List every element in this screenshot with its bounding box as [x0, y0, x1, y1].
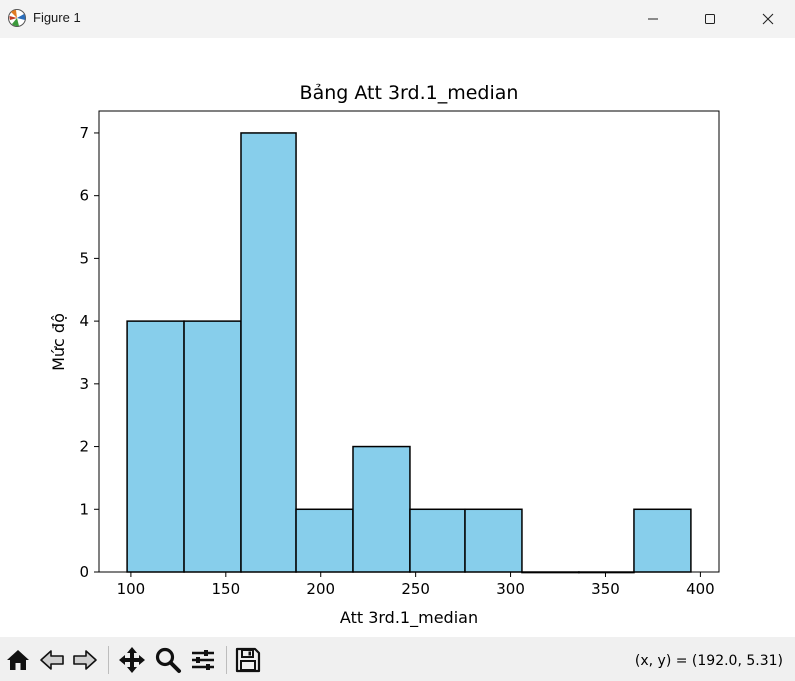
configure-subplots-icon — [192, 650, 214, 670]
maximize-button[interactable] — [682, 0, 738, 38]
forward-button[interactable] — [70, 645, 100, 675]
zoom-icon — [155, 647, 181, 673]
y-tick-label: 3 — [79, 375, 89, 393]
x-tick-label: 100 — [117, 580, 146, 598]
chart-title: Bảng Att 3rd.1_median — [300, 82, 519, 104]
y-tick-label: 6 — [79, 187, 89, 205]
pan-button[interactable] — [117, 645, 147, 675]
minimize-button[interactable] — [625, 0, 681, 38]
configure-subplots-button[interactable] — [188, 645, 218, 675]
histogram-bar — [183, 320, 242, 573]
maximize-icon — [705, 14, 715, 24]
window-titlebar: Figure 1 — [0, 0, 795, 38]
navigation-toolbar: (x, y) = (192.0, 5.31) — [0, 637, 795, 681]
x-tick-label: 350 — [591, 580, 620, 598]
histogram-bar — [295, 508, 354, 573]
pan-icon — [119, 647, 145, 673]
x-axis-ticks: 100 150 200 250 300 350 400 — [117, 572, 715, 598]
y-tick-label: 7 — [79, 124, 89, 142]
matplotlib-icon — [7, 8, 27, 28]
home-icon — [7, 650, 29, 670]
x-tick-label: 300 — [496, 580, 525, 598]
x-tick-label: 200 — [306, 580, 335, 598]
back-icon — [40, 650, 64, 670]
bars-group — [126, 132, 692, 574]
save-button[interactable] — [233, 645, 263, 675]
close-button[interactable] — [740, 0, 795, 38]
zoom-button[interactable] — [153, 645, 183, 675]
histogram-chart: Bảng Att 3rd.1_median 100 150 200 250 300 350… — [49, 82, 720, 628]
close-icon — [762, 13, 774, 25]
x-tick-label: 400 — [686, 580, 715, 598]
cursor-coordinates: (x, y) = (192.0, 5.31) — [634, 653, 783, 669]
x-tick-label: 150 — [211, 580, 240, 598]
home-button[interactable] — [3, 645, 33, 675]
histogram-bar — [240, 132, 297, 573]
histogram-bar — [633, 508, 692, 573]
histogram-bar — [409, 508, 466, 573]
x-tick-label: 250 — [401, 580, 430, 598]
histogram-bar — [352, 445, 411, 573]
save-icon — [235, 647, 261, 673]
y-axis-ticks: 0 1 2 3 4 5 6 7 — [79, 124, 99, 581]
figure-canvas[interactable]: Bảng Att 3rd.1_median 100 150 200 250 300 350… — [0, 38, 795, 637]
y-tick-label: 1 — [79, 500, 89, 518]
back-button[interactable] — [37, 645, 67, 675]
histogram-bar — [126, 320, 185, 573]
y-tick-label: 5 — [79, 249, 89, 267]
forward-icon — [73, 650, 97, 670]
axes-frame — [98, 110, 720, 573]
x-axis-label: Att 3rd.1_median — [340, 608, 478, 628]
window-title: Figure 1 — [33, 10, 81, 25]
y-tick-label: 4 — [79, 312, 89, 330]
y-tick-label: 0 — [79, 563, 89, 581]
y-axis-label: Mức độ — [49, 313, 68, 371]
toolbar-separator — [108, 646, 109, 674]
y-tick-label: 2 — [79, 438, 89, 456]
minimize-icon — [648, 18, 658, 20]
histogram-bar — [464, 508, 523, 573]
toolbar-separator — [226, 646, 227, 674]
